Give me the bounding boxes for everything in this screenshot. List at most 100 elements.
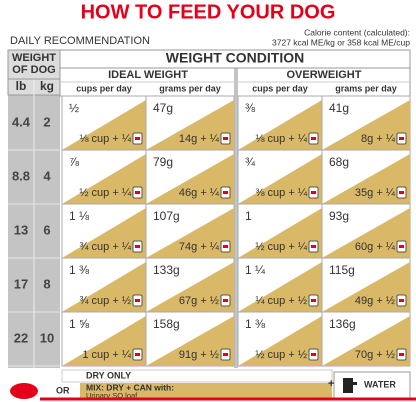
cell-mix-area: [62, 262, 146, 312]
can-label: [135, 245, 140, 248]
mix-amount: ⅜ cup + ¼: [255, 187, 308, 199]
legend-water: WATER: [364, 379, 396, 389]
cell-mix-area: [322, 100, 410, 150]
dry-amount: ⅞: [69, 155, 80, 169]
cell-mix-area: [238, 262, 322, 312]
calorie-note: Calorie content (calculated):: [304, 27, 410, 37]
column-header: cups per day: [76, 83, 132, 93]
dry-amount: 68g: [329, 155, 349, 169]
column-header: grams per day: [159, 83, 221, 93]
cell-mix-area: [238, 154, 322, 204]
can-label: [223, 191, 228, 194]
dry-amount: ½: [69, 101, 79, 115]
column-header: grams per day: [335, 83, 397, 93]
cell-mix-area: [238, 316, 322, 366]
logo: [10, 383, 38, 399]
can-label: [135, 299, 140, 302]
cell-mix-area: [322, 208, 410, 258]
condition-header: WEIGHT CONDITION: [166, 50, 304, 66]
dry-amount: 41g: [329, 101, 349, 115]
weight-lb: 4.4: [12, 114, 31, 129]
can-label: [135, 353, 140, 356]
weight-lb: 13: [14, 222, 28, 237]
mix-amount: 91g + ½: [179, 349, 219, 361]
can-label: [223, 353, 228, 356]
dry-amount: 1 ⅛: [69, 209, 90, 223]
unit: kg: [40, 79, 54, 93]
cell-mix-area: [238, 208, 322, 258]
cell-mix-area: [146, 208, 234, 258]
can-label: [135, 191, 140, 194]
cell-mix-area: [62, 154, 146, 204]
mix-amount: ½ cup + ½: [255, 349, 307, 361]
weight-lb: 8.8: [12, 168, 30, 183]
cell-mix-area: [62, 208, 146, 258]
cell-mix-area: [62, 100, 146, 150]
mix-strip: [80, 383, 332, 399]
mix-amount: 1 cup + ¼: [82, 349, 131, 361]
can-label: [223, 137, 228, 140]
mix-amount: 70g + ½: [355, 349, 395, 361]
weight-kg: 6: [43, 222, 50, 237]
legend-mix: MIX: DRY + CAN with:: [86, 382, 174, 392]
can-label: [223, 245, 228, 248]
dry-amount: 107g: [153, 209, 180, 223]
water-icon: [343, 378, 357, 393]
cell-mix-area: [146, 100, 234, 150]
mix-amount: 46g + ¼: [179, 187, 220, 199]
calorie-note: 3727 kcal ME/kg or 358 kcal ME/cup: [272, 37, 410, 47]
dry-amount: 158g: [153, 317, 180, 331]
can-label: [135, 137, 140, 140]
weight-header: OF DOG: [12, 64, 55, 76]
mix-amount: 35g + ¼: [355, 187, 396, 199]
weight-header: WEIGHT: [12, 52, 56, 64]
mix-amount: ¼ cup + ½: [255, 295, 307, 307]
dry-amount: 1: [245, 209, 252, 223]
legend-dry: DRY ONLY: [86, 370, 131, 380]
cell-mix-area: [322, 154, 410, 204]
mix-amount: 8g + ¼: [361, 133, 396, 145]
can-label: [311, 353, 316, 356]
can-label: [311, 191, 316, 194]
dry-amount: 1 ¼: [245, 263, 266, 277]
dry-amount: 1 ⅝: [69, 317, 90, 331]
cell-mix-area: [146, 316, 234, 366]
can-label: [399, 137, 404, 140]
can-label: [223, 299, 228, 302]
mix-amount: ½ cup + ¼: [255, 241, 308, 253]
can-label: [311, 245, 316, 248]
dry-amount: 136g: [329, 317, 356, 331]
mix-amount: 49g + ½: [355, 295, 395, 307]
unit: lb: [16, 79, 27, 93]
weight-lb: 17: [14, 276, 28, 291]
dry-amount: ⅜: [245, 101, 256, 115]
dry-amount: 1 ⅜: [69, 263, 90, 277]
dry-amount: 1 ⅜: [245, 317, 266, 331]
dry-amount: 79g: [153, 155, 173, 169]
legend-product: Urinary SO loaf: [86, 391, 138, 400]
weight-kg: 4: [43, 168, 51, 183]
mix-amount: 14g + ¼: [179, 133, 220, 145]
can-label: [311, 299, 316, 302]
mix-amount: ⅛ cup + ¼: [79, 133, 132, 145]
cell-mix-area: [62, 316, 146, 366]
weight-kg: 10: [40, 330, 54, 345]
cell-mix-area: [322, 262, 410, 312]
weight-lb: 22: [14, 330, 28, 345]
group-header: IDEAL WEIGHT: [108, 69, 188, 81]
dry-amount: 47g: [153, 101, 173, 115]
dry-strip: [61, 369, 333, 383]
dry-amount: ¾: [245, 155, 256, 169]
dry-amount: 115g: [329, 263, 355, 277]
can-label: [399, 191, 404, 194]
weight-kg: 8: [43, 276, 50, 291]
cell-mix-area: [322, 316, 410, 366]
group-gap: [234, 68, 238, 368]
mix-amount: 60g + ¼: [355, 241, 396, 253]
can-label: [399, 245, 404, 248]
mix-amount: ⅛ cup + ¼: [255, 133, 308, 145]
title: HOW TO FEED YOUR DOG: [81, 1, 336, 23]
mix-amount: ½ cup + ¼: [79, 187, 132, 199]
group-header: OVERWEIGHT: [287, 69, 362, 81]
subtitle: DAILY RECOMMENDATION: [10, 35, 150, 47]
